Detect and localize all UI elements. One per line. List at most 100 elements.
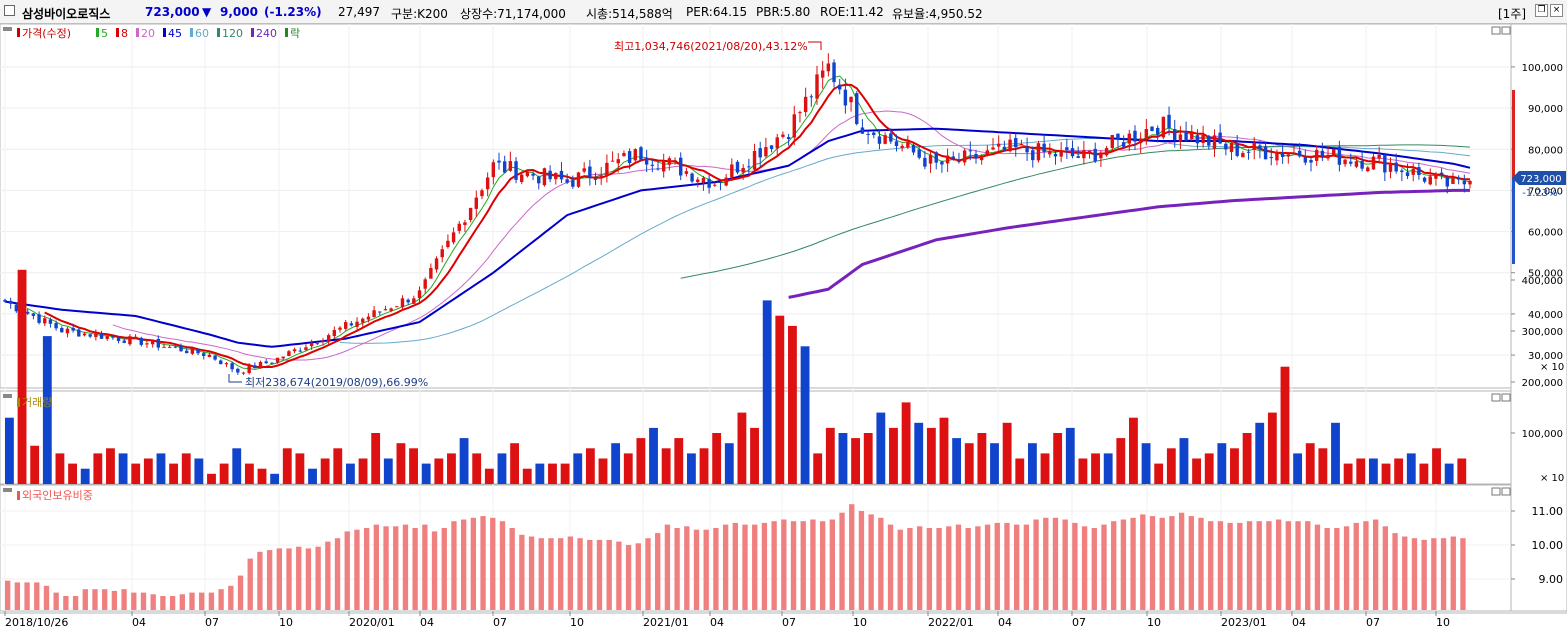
candle-body — [1019, 144, 1024, 146]
candle-body — [372, 310, 376, 318]
volume-bar — [712, 433, 722, 484]
candle-body — [622, 152, 626, 157]
close-icon[interactable]: × — [1550, 4, 1563, 17]
foreign-bar — [1305, 521, 1311, 610]
candle-body — [463, 222, 467, 226]
candle-body — [480, 190, 484, 197]
volume-bar — [977, 433, 987, 484]
candle-body — [1110, 135, 1114, 148]
candle-body — [786, 137, 791, 139]
candle-body — [525, 171, 530, 177]
foreign-bar — [344, 531, 350, 610]
x-tick-label: 10 — [570, 616, 584, 629]
candle-body — [1275, 152, 1279, 161]
foreign-bar — [228, 585, 234, 610]
foreign-bar — [1159, 517, 1165, 610]
candle-body — [1263, 146, 1268, 160]
volume-bar — [889, 427, 898, 484]
candle-body — [162, 346, 166, 348]
candle-body — [1025, 146, 1029, 153]
volume-bar — [1230, 448, 1239, 484]
foreign-bar — [422, 524, 428, 610]
candle-body — [343, 322, 348, 329]
quote-header: 삼성바이오로직스 723,000 ▼ 9,000 (-1.23%) 27,497… — [0, 0, 1567, 24]
candle-body — [457, 223, 461, 231]
candle-body — [1258, 145, 1262, 150]
candle-body — [1212, 135, 1217, 149]
foreign-bar — [703, 529, 709, 610]
candle-body — [690, 173, 694, 182]
candle-body — [1076, 156, 1080, 158]
restore-icon[interactable]: ❐ — [1535, 4, 1548, 17]
volume-maximize-icon[interactable] — [1491, 393, 1501, 402]
candle-body — [661, 161, 666, 172]
period-selector[interactable]: [1주] — [1498, 7, 1527, 21]
volume-bar — [1040, 453, 1050, 484]
panel-close-icon[interactable] — [1501, 26, 1511, 35]
price-panel-handle[interactable] — [3, 27, 12, 31]
candle-body — [485, 177, 490, 190]
candle-body — [116, 337, 121, 342]
foreign-bar — [955, 524, 962, 610]
legend-swatch — [251, 28, 254, 37]
candle-body — [809, 96, 814, 98]
foreign-close-icon[interactable] — [1501, 487, 1511, 496]
candle-body — [224, 363, 229, 365]
candle-body — [974, 153, 978, 159]
candle-body — [860, 127, 865, 134]
foreign-bar — [819, 521, 826, 610]
volume-bar — [1116, 438, 1126, 484]
x-tick-label: 07 — [205, 616, 219, 629]
volume-bar — [737, 412, 747, 484]
foreign-bar — [5, 580, 11, 610]
trade-volume: 27,497 — [338, 5, 380, 19]
foreign-bar — [868, 514, 874, 610]
panel-maximize-icon[interactable] — [1491, 26, 1501, 35]
stock-name[interactable]: 삼성바이오로직스 — [22, 7, 111, 21]
candle-body — [667, 158, 672, 165]
ma240-line — [788, 188, 1470, 299]
x-tick-label: 10 — [853, 616, 867, 629]
foreign-panel-handle[interactable] — [3, 488, 12, 492]
foreign-bar — [131, 592, 137, 610]
volume-bar — [1078, 458, 1088, 484]
candle-body — [1053, 153, 1058, 157]
candle-body — [554, 172, 558, 180]
candle-body — [321, 340, 325, 343]
volume-bar — [421, 463, 431, 484]
foreign-bar — [1382, 526, 1389, 610]
foreign-bar — [849, 504, 855, 610]
volume-bar — [825, 427, 835, 484]
x-tick-label: 04 — [1292, 616, 1306, 629]
foreign-bar — [829, 519, 836, 610]
legend-label: 45 — [168, 27, 182, 40]
foreign-maximize-icon[interactable] — [1491, 487, 1501, 496]
price-panel — [0, 23, 1512, 389]
volume-bar — [1432, 448, 1441, 484]
candle-body — [1218, 132, 1222, 144]
candle-body — [1116, 133, 1120, 140]
candle-body — [304, 347, 308, 351]
volume-bar — [649, 427, 658, 484]
foreign-bar — [684, 526, 690, 610]
foreign-bar — [645, 538, 651, 610]
volume-panel-handle[interactable] — [3, 394, 12, 398]
price-tick-label: 30,000 — [1528, 351, 1563, 362]
candle-body — [43, 318, 47, 324]
candle-body — [741, 167, 745, 173]
candle-body — [548, 170, 552, 180]
select-checkbox[interactable] — [4, 5, 15, 16]
foreign-bar — [1353, 522, 1359, 610]
foreign-bar — [1363, 521, 1369, 610]
foreign-bar — [1237, 522, 1243, 610]
candle-body — [128, 336, 132, 345]
foreign-bar — [72, 596, 79, 610]
foreign-bar — [606, 539, 612, 610]
volume-bar — [244, 463, 254, 484]
volume-close-icon[interactable] — [1501, 393, 1511, 402]
volume-bar — [762, 300, 772, 484]
foreign-bar — [781, 519, 787, 610]
candle-body — [1104, 148, 1109, 156]
volume-bar — [1381, 463, 1391, 484]
